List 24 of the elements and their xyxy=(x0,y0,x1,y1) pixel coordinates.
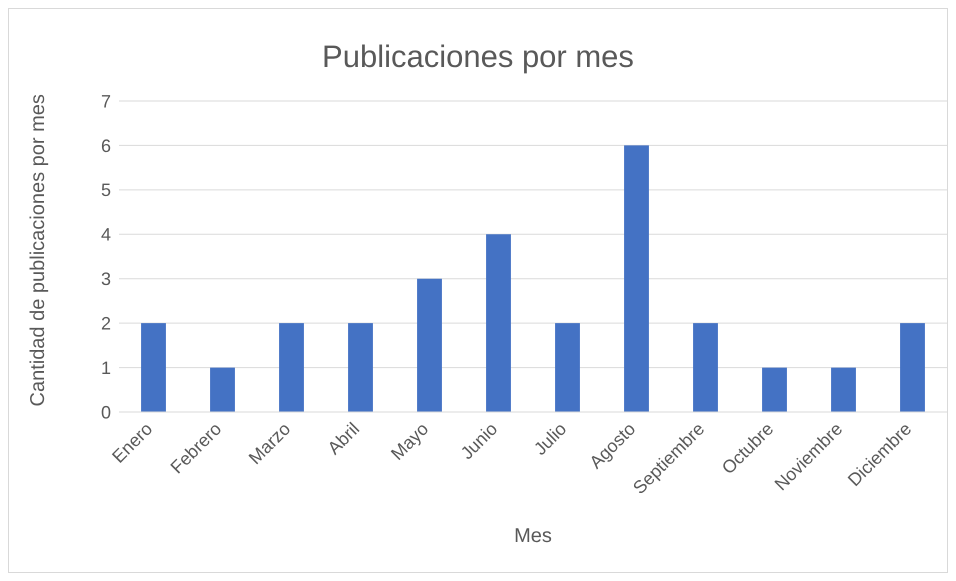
y-tick-label: 6 xyxy=(100,136,111,156)
y-tick-label: 4 xyxy=(100,224,111,245)
bar xyxy=(210,368,235,412)
y-tick-label: 1 xyxy=(100,358,111,378)
bar xyxy=(900,323,925,412)
y-tick-label: 7 xyxy=(100,91,111,112)
bar xyxy=(486,234,511,412)
x-axis-title: Mes xyxy=(514,525,552,547)
bar xyxy=(762,368,787,412)
bar xyxy=(141,323,166,412)
bar xyxy=(624,145,649,412)
y-tick-label: 0 xyxy=(100,402,111,422)
y-axis-title: Cantidad de publicaciones por mes xyxy=(27,94,50,406)
y-tick-label: 3 xyxy=(100,269,111,290)
bar xyxy=(831,368,856,412)
bar xyxy=(417,278,442,412)
x-tick-label: Julio xyxy=(530,418,570,460)
chart-title: Publicaciones por mes xyxy=(321,39,635,75)
bar xyxy=(555,323,580,412)
y-tick-label: 5 xyxy=(100,180,111,200)
bar xyxy=(693,323,718,412)
bar xyxy=(279,323,304,412)
y-tick-label: 2 xyxy=(100,314,111,334)
bar xyxy=(348,323,373,412)
